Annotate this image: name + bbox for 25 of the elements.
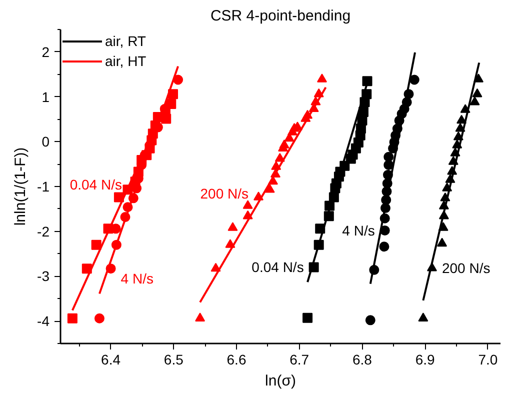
annotation: 200 N/s — [442, 260, 490, 276]
y-tick-label: -2 — [37, 223, 50, 240]
y-tick-label: -4 — [37, 313, 50, 330]
y-tick-label: 2 — [42, 44, 50, 60]
x-tick-label: 7.0 — [478, 352, 498, 368]
y-tick-label: -1 — [37, 178, 50, 194]
y-axis-title: lnln(1/(1-F)) — [12, 147, 30, 226]
y-tick-label: 1 — [42, 88, 50, 105]
x-tick-label: 6.9 — [415, 352, 436, 368]
annotation: 0.04 N/s — [252, 259, 304, 276]
annotation: 200 N/s — [200, 185, 248, 202]
x-axis-title: ln(σ) — [265, 372, 296, 390]
y-tick-label: -3 — [37, 268, 50, 284]
chart-title: CSR 4-point-bending — [210, 8, 351, 24]
x-tick-label: 6.6 — [226, 352, 246, 368]
x-tick-label: 6.5 — [164, 352, 184, 368]
annotation: 4 N/s — [120, 270, 154, 287]
legend-label: air, RT — [105, 33, 146, 49]
x-tick-label: 6.4 — [101, 352, 121, 368]
x-tick-label: 6.8 — [352, 352, 372, 368]
legend-label: air, HT — [105, 53, 146, 69]
annotation: 0.04 N/s — [70, 176, 122, 192]
y-tick-label: 0 — [42, 134, 50, 150]
x-tick-label: 6.7 — [290, 352, 310, 368]
annotation: 4 N/s — [342, 222, 375, 238]
